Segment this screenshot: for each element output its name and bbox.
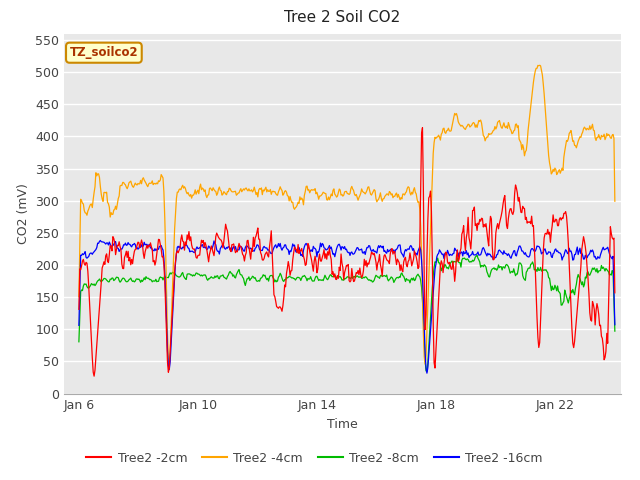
Y-axis label: CO2 (mV): CO2 (mV) (17, 183, 29, 244)
Legend: Tree2 -2cm, Tree2 -4cm, Tree2 -8cm, Tree2 -16cm: Tree2 -2cm, Tree2 -4cm, Tree2 -8cm, Tree… (81, 447, 548, 469)
Text: TZ_soilco2: TZ_soilco2 (70, 46, 138, 59)
Title: Tree 2 Soil CO2: Tree 2 Soil CO2 (284, 11, 401, 25)
X-axis label: Time: Time (327, 418, 358, 431)
